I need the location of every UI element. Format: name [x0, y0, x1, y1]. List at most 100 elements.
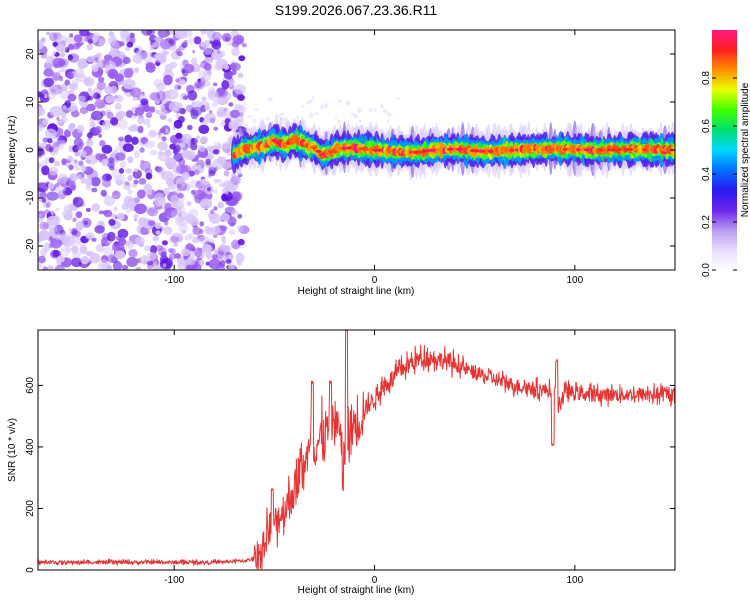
noise-blob	[68, 228, 73, 232]
noise-blob	[85, 232, 95, 240]
noise-blob	[115, 179, 124, 186]
signal-band-peak	[505, 148, 511, 152]
noise-blob	[219, 50, 226, 58]
noise-blob	[196, 135, 200, 140]
noise-blob	[99, 140, 106, 147]
noise-blob	[237, 213, 243, 219]
noise-blob	[189, 244, 196, 251]
noise-blob	[177, 51, 183, 57]
noise-blob	[353, 114, 359, 119]
noise-blob	[97, 262, 107, 270]
noise-blob	[137, 125, 144, 134]
noise-blob	[142, 255, 148, 260]
noise-blob	[86, 169, 99, 181]
noise-blob	[152, 235, 159, 242]
noise-blob	[237, 115, 244, 123]
noise-blob	[186, 124, 193, 131]
noise-blob	[44, 128, 57, 139]
noise-blob	[237, 94, 246, 101]
signal-band-peak	[421, 149, 427, 153]
noise-blob	[52, 215, 60, 222]
noise-blob	[79, 244, 88, 255]
noise-blob	[127, 175, 133, 182]
noise-blob	[210, 209, 215, 215]
noise-blob	[135, 50, 143, 57]
noise-blob	[238, 55, 246, 62]
noise-blob	[38, 162, 41, 167]
noise-blob	[212, 82, 218, 87]
noise-blob	[311, 95, 315, 101]
noise-blob	[119, 160, 127, 169]
noise-blob	[98, 210, 104, 215]
noise-blob	[220, 235, 226, 242]
signal-band-peak	[632, 147, 639, 152]
noise-blob	[247, 115, 252, 118]
noise-blob	[107, 231, 116, 242]
noise-blob	[68, 43, 74, 50]
spectrogram-y-tick-label: 20	[25, 48, 36, 60]
noise-blob	[86, 55, 95, 63]
colorbar-tick-label: 0.6	[701, 119, 712, 133]
noise-blob	[46, 31, 50, 36]
noise-blob	[221, 33, 232, 42]
noise-blob	[154, 222, 161, 229]
noise-blob	[219, 263, 225, 268]
noise-blob	[45, 116, 51, 122]
noise-blob	[96, 81, 107, 91]
noise-blob	[237, 238, 245, 246]
noise-blob	[46, 191, 59, 201]
noise-blob	[200, 136, 208, 144]
noise-blob	[96, 60, 103, 68]
noise-blob	[140, 159, 145, 164]
noise-blob	[172, 200, 178, 207]
noise-blob	[121, 264, 129, 270]
noise-blob	[95, 244, 105, 253]
noise-blob	[115, 146, 122, 152]
noise-blob	[149, 149, 158, 156]
noise-blob	[174, 84, 182, 91]
noise-blob	[90, 110, 104, 121]
noise-blob	[105, 64, 111, 69]
noise-blob	[194, 247, 203, 258]
noise-blob	[120, 33, 131, 44]
noise-blob	[38, 230, 50, 241]
noise-blob	[49, 147, 54, 153]
noise-blob	[113, 206, 118, 212]
noise-blob	[48, 157, 55, 164]
noise-blob	[167, 118, 173, 123]
snr-y-tick-label: 600	[25, 377, 36, 394]
noise-blob	[157, 134, 163, 140]
noise-blob	[193, 189, 206, 200]
noise-blob	[76, 144, 83, 150]
snr-x-tick-label: 0	[372, 575, 378, 586]
signal-band-peak	[562, 147, 568, 151]
signal-band-peak	[378, 148, 382, 152]
noise-blob	[189, 216, 199, 227]
noise-blob	[78, 160, 84, 167]
noise-blob	[95, 125, 102, 135]
noise-blob	[91, 187, 98, 193]
noise-blob	[317, 130, 321, 134]
noise-blob	[216, 156, 227, 165]
noise-blob	[139, 147, 145, 153]
noise-blob	[129, 87, 142, 98]
noise-blob	[54, 224, 64, 236]
spectrogram-x-label: Height of straight line (km)	[298, 286, 415, 297]
noise-blob	[221, 80, 230, 90]
noise-blob	[107, 161, 115, 168]
noise-blob	[175, 113, 180, 118]
noise-blob	[183, 150, 196, 161]
noise-blob	[40, 248, 47, 257]
noise-blob	[98, 76, 105, 83]
noise-blob	[62, 105, 67, 110]
noise-blob	[126, 240, 134, 250]
noise-blob	[71, 245, 78, 253]
signal-band-peak	[325, 151, 329, 155]
noise-blob	[111, 213, 116, 219]
noise-blob	[41, 119, 49, 126]
snr-x-tick-label: 100	[566, 575, 583, 586]
noise-blob	[233, 84, 246, 95]
noise-blob	[87, 96, 92, 101]
noise-blob	[199, 198, 213, 209]
